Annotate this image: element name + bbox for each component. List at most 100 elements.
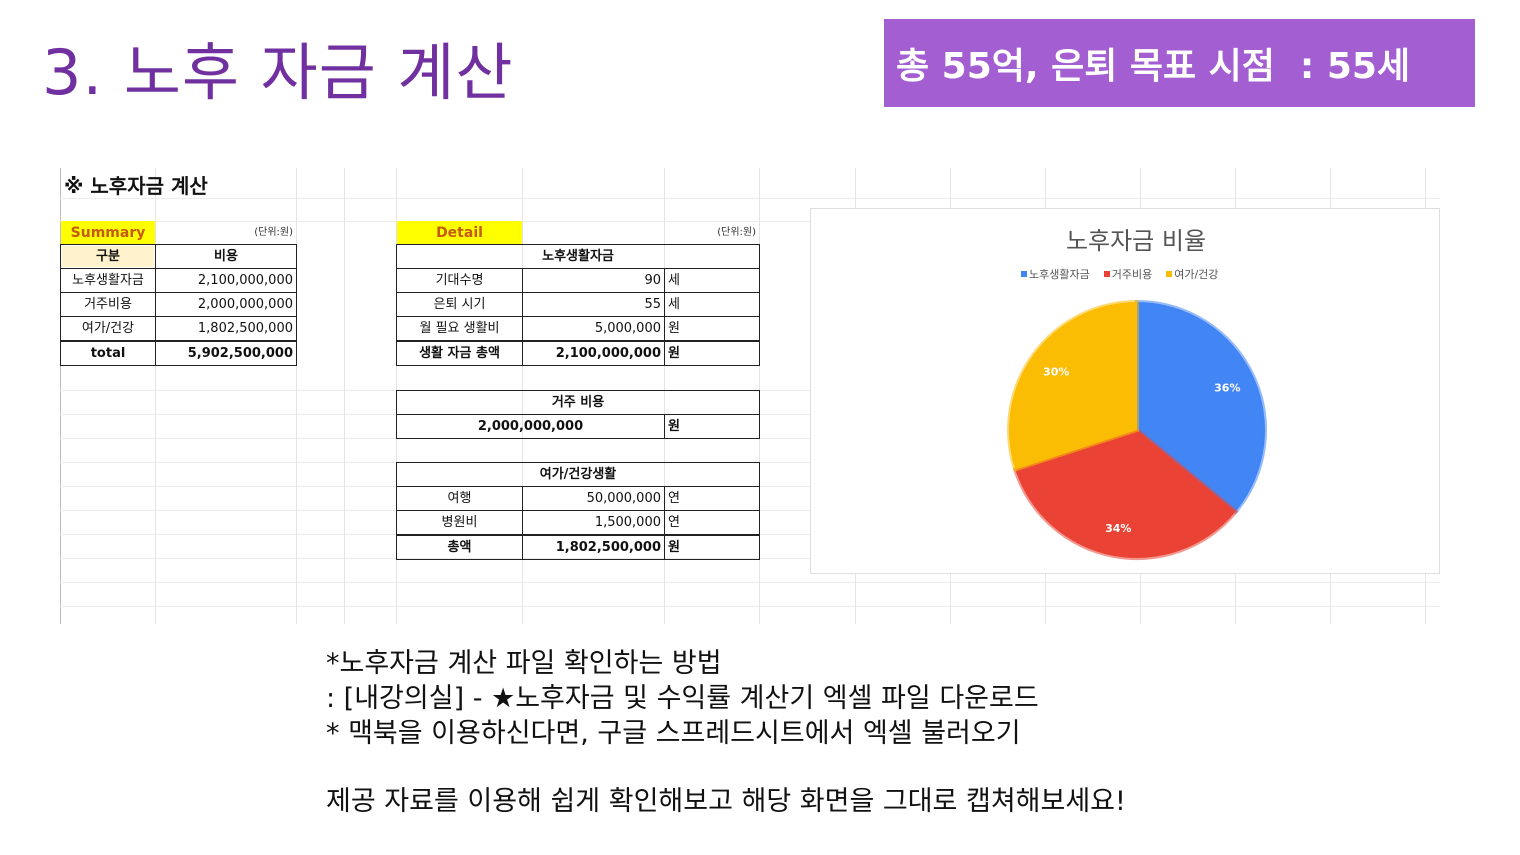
detail-unit: (단위:원): [717, 226, 756, 238]
summary-row-line: [60, 268, 297, 269]
detail-row-line: [396, 510, 760, 511]
legend-label: 거주비용: [1111, 268, 1153, 281]
legend-label: 여가/건강: [1174, 268, 1219, 281]
detail-living-row-name: 월 필요 생활비: [419, 321, 500, 336]
detail-leisure-row-value: 1,500,000: [594, 515, 661, 530]
legend-item: 여가/건강: [1166, 266, 1218, 282]
summary-unit: (단위:원): [254, 226, 293, 238]
pie-slice-label: 30%: [1043, 365, 1069, 378]
legend-swatch: [1166, 271, 1173, 277]
summary-row-value: 2,100,000,000: [197, 273, 293, 288]
detail-leisure-title: 여가/건강생활: [539, 467, 617, 482]
detail-col-divider: [664, 268, 665, 366]
summary-label: Summary: [61, 221, 155, 244]
detail-leisure-total-value: 1,802,500,000: [555, 540, 661, 555]
detail-housing-value: 2,000,000,000: [477, 419, 584, 434]
detail-living-total-unit: 원: [668, 346, 680, 361]
summary-row-value: 1,802,500,000: [197, 321, 293, 336]
detail-living-total-value: 2,100,000,000: [555, 346, 661, 361]
summary-row-line: [60, 292, 297, 293]
pie-plot: 36% 34% 30%: [1007, 299, 1267, 560]
gridline: [522, 168, 523, 624]
note-line: * 맥북을 이용하신다면, 구글 스프레드시트에서 엑셀 불러오기: [326, 718, 1021, 749]
chart-title: 노후자금 비율: [1065, 227, 1207, 255]
goal-banner-text: 총 55억, 은퇴 목표 시점 : 55세: [896, 46, 1411, 87]
summary-row-name: 거주비용: [84, 297, 132, 312]
detail-living-row-name: 은퇴 시기: [433, 297, 486, 312]
pie-slice-label: 36%: [1214, 381, 1240, 394]
summary-total-value: 5,902,500,000: [187, 346, 293, 361]
detail-living-row-name: 기대수명: [435, 273, 484, 288]
detail-housing-unit: 원: [668, 419, 680, 434]
slide-title: 3. 노후 자금 계산: [42, 36, 514, 109]
detail-living-title: 노후생활자금: [542, 249, 614, 264]
detail-living-row-unit: 원: [668, 321, 680, 336]
pie-chart: 노후자금 비율 노후생활자금 거주비용 여가/건강 36% 34% 30%: [810, 208, 1440, 574]
detail-living-row-unit: 세: [668, 273, 680, 288]
legend-label: 노후생활자금: [1029, 268, 1090, 281]
chart-legend: 노후생활자금 거주비용 여가/건강: [1021, 266, 1218, 282]
notes: *노후자금 계산 파일 확인하는 방법 : [내강의실] - ★노후자금 및 수…: [326, 646, 1126, 819]
gridline: [664, 168, 665, 624]
legend-swatch: [1103, 271, 1110, 277]
spreadsheet: ※ 노후자금 계산 Summary (단위:원) 구분 비용 노후생활자금 2,…: [60, 168, 1440, 624]
note-gap: [326, 751, 1126, 784]
gridline: [296, 168, 297, 624]
summary-row-name: 노후생활자금: [72, 273, 144, 288]
detail-leisure-row-unit: 연: [668, 515, 680, 530]
grid-left-border: [60, 168, 61, 624]
summary-row-value: 2,000,000,000: [197, 297, 293, 312]
note-line: *노후자금 계산 파일 확인하는 방법: [326, 648, 722, 679]
summary-row-name: 여가/건강: [81, 321, 135, 336]
detail-leisure-row-unit: 연: [668, 491, 680, 506]
detail-living-border: [396, 244, 760, 366]
detail-row-line: [396, 268, 760, 269]
detail-label: Detail: [397, 221, 522, 244]
gridline: [60, 198, 1440, 199]
detail-living-row-value: 5,000,000: [594, 321, 661, 336]
detail-leisure-row-name: 여행: [447, 491, 472, 506]
legend-item: 노후생활자금: [1021, 266, 1090, 282]
pie-slice-label: 34%: [1105, 522, 1131, 535]
pie-slice: [1012, 427, 1239, 560]
detail-col-divider: [664, 486, 665, 560]
summary-col-divider: [155, 244, 156, 366]
detail-row-line: [396, 292, 760, 293]
legend-item: 거주비용: [1103, 266, 1153, 282]
summary-row-line: [60, 340, 297, 342]
pie-slice: [1007, 299, 1139, 473]
detail-row-line: [396, 340, 760, 342]
detail-row-line: [396, 534, 760, 536]
summary-total-name: total: [90, 346, 126, 361]
goal-banner: 총 55억, 은퇴 목표 시점 : 55세: [884, 19, 1475, 107]
detail-living-total-name: 생활 자금 총액: [419, 346, 500, 361]
detail-leisure-row-name: 병원비: [441, 515, 478, 530]
summary-table-border: [60, 244, 297, 366]
detail-row-line: [396, 316, 760, 317]
gridline: [60, 582, 1440, 583]
summary-header-category: 구분: [62, 246, 154, 267]
detail-row-line: [396, 414, 760, 415]
gridline: [60, 558, 1440, 559]
detail-leisure-total-name: 총액: [447, 540, 472, 555]
pie-slice: [1135, 299, 1267, 515]
detail-col-divider: [522, 268, 523, 366]
sheet-title: ※ 노후자금 계산: [64, 174, 208, 198]
gridline: [60, 606, 1440, 607]
detail-leisure-row-value: 50,000,000: [586, 491, 661, 506]
note-line: 제공 자료를 이용해 쉽게 확인해보고 해당 화면을 그대로 캡쳐해보세요!: [326, 786, 1126, 817]
gridline: [344, 168, 345, 624]
gridline: [60, 221, 1440, 222]
summary-row-line: [60, 316, 297, 317]
detail-col-divider: [522, 486, 523, 560]
detail-leisure-total-unit: 원: [668, 540, 680, 555]
detail-living-row-unit: 세: [668, 297, 680, 312]
detail-row-line: [396, 486, 760, 487]
detail-housing-title: 거주 비용: [551, 395, 605, 410]
detail-living-row-value: 55: [644, 297, 661, 312]
legend-swatch: [1021, 271, 1027, 277]
detail-living-row-value: 90: [644, 273, 661, 288]
gridline: [155, 168, 156, 624]
detail-leisure-border: [396, 462, 760, 560]
detail-col-divider: [664, 414, 665, 439]
